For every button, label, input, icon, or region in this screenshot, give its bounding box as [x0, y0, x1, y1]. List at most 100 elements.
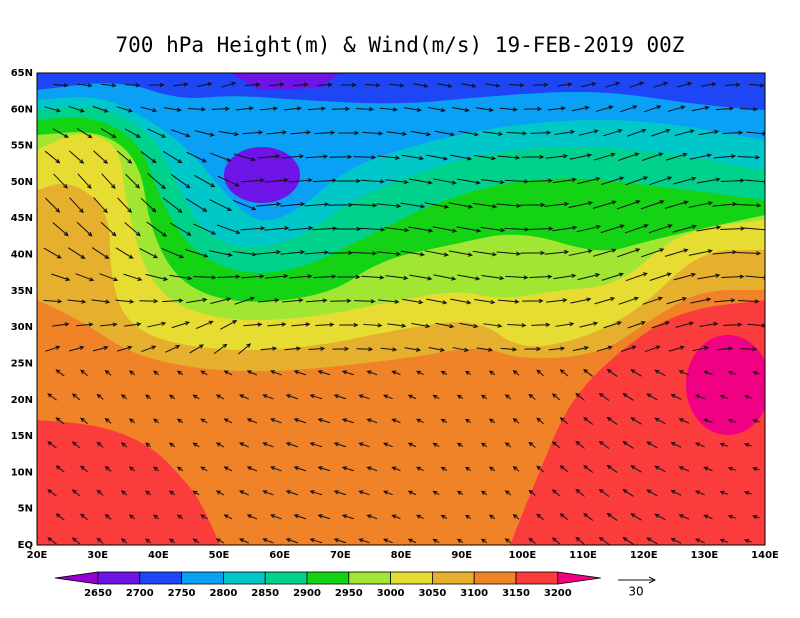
wind-arrow	[308, 346, 326, 351]
wind-arrow	[592, 200, 617, 209]
wind-arrow	[76, 221, 93, 237]
wind-arrow	[744, 394, 752, 400]
wind-arrow	[168, 538, 176, 544]
wind-arrow	[410, 130, 432, 137]
wind-arrow	[678, 418, 690, 424]
wind-arrow	[547, 106, 567, 111]
wind-arrow	[215, 490, 225, 496]
wind-arrow	[725, 82, 741, 88]
wind-arrow	[53, 83, 69, 88]
wind-arrow	[630, 465, 642, 473]
wind-arrow	[75, 273, 95, 282]
wind-arrow	[720, 226, 746, 231]
wind-arrow	[288, 226, 314, 231]
wind-arrow	[752, 466, 760, 472]
lat-label: 55N	[11, 141, 33, 152]
wind-arrow	[408, 178, 433, 185]
wind-arrow	[719, 442, 729, 447]
wind-arrow	[145, 394, 152, 400]
wind-arrow	[737, 155, 761, 160]
wind-arrow	[337, 274, 361, 280]
wind-arrow	[625, 176, 649, 186]
wind-arrow	[312, 178, 337, 183]
title: 700 hPa Height(m) & Wind(m/s) 19-FEB-201…	[116, 33, 685, 57]
wind-arrow	[752, 514, 760, 520]
wind-arrow	[69, 150, 85, 164]
wind-arrow	[548, 346, 566, 351]
wind-arrow	[440, 418, 448, 424]
wind-arrow	[509, 83, 525, 88]
wind-arrow	[124, 222, 141, 237]
wind-arrow	[328, 202, 354, 207]
wind-arrow	[688, 249, 713, 256]
wind-arrow	[77, 173, 92, 190]
wind-arrow	[506, 131, 528, 136]
wind-arrow	[145, 538, 152, 544]
wind-arrow	[719, 490, 729, 495]
wind-arrow	[415, 514, 424, 520]
wind-arrow	[216, 224, 241, 234]
wind-arrow	[257, 154, 281, 159]
wind-arrow	[622, 489, 634, 497]
lon-label: 30E	[87, 550, 108, 561]
wind-arrow	[267, 322, 287, 327]
wind-arrow	[415, 418, 424, 424]
wind-arrow	[223, 466, 233, 472]
wind-arrow	[504, 538, 512, 544]
wind-arrow	[317, 514, 331, 520]
wind-arrow	[52, 222, 69, 237]
wind-arrow	[719, 538, 729, 543]
lat-label: 5N	[18, 504, 33, 515]
lat-label: 10N	[11, 467, 33, 478]
lat-label: 25N	[11, 358, 33, 369]
wind-arrow	[176, 514, 184, 520]
wind-arrow	[499, 107, 519, 112]
wind-arrow	[667, 105, 686, 112]
wind-arrow	[289, 274, 313, 279]
wind-arrow	[474, 298, 496, 305]
wind-arrow	[736, 251, 762, 256]
wind-arrow	[738, 299, 760, 304]
wind-arrow	[424, 250, 449, 257]
wind-arrow	[55, 513, 65, 521]
wind-arrow	[674, 129, 695, 137]
wind-arrow	[583, 416, 593, 425]
wind-arrow	[162, 298, 184, 303]
wind-arrow	[595, 105, 614, 112]
wind-arrow	[488, 418, 496, 424]
wind-arrow	[440, 466, 448, 472]
wind-arrow	[596, 345, 613, 352]
wind-arrow	[644, 345, 661, 353]
wind-arrow	[256, 250, 282, 255]
wind-arrow	[464, 418, 472, 424]
wind-arrow	[739, 107, 759, 112]
wind-arrow	[727, 418, 737, 423]
wind-arrow	[170, 129, 191, 138]
wind-arrow	[432, 178, 457, 185]
wind-arrow	[577, 176, 601, 185]
wind-arrow	[498, 299, 520, 304]
wind-arrow	[602, 128, 623, 137]
wind-arrow	[512, 418, 520, 424]
wind-arrow	[646, 537, 658, 545]
wind-arrow	[146, 221, 167, 237]
wind-arrow	[221, 81, 237, 88]
wind-arrow	[472, 202, 498, 209]
wind-arrow	[456, 538, 464, 544]
wind-arrow	[572, 345, 590, 352]
wind-arrow	[333, 442, 347, 448]
colorbar-segment	[97, 571, 141, 585]
wind-arrow	[694, 538, 705, 544]
wind-arrow	[285, 394, 299, 400]
wind-arrow	[338, 130, 360, 136]
wind-arrow	[125, 173, 140, 189]
wind-arrow	[598, 536, 610, 545]
wind-arrow	[649, 176, 673, 186]
wind-arrow	[259, 106, 279, 111]
wind-arrow	[333, 490, 347, 496]
wind-arrow	[362, 131, 384, 136]
wind-arrow	[551, 537, 561, 545]
wind-arrow	[475, 107, 494, 112]
wind-arrow	[192, 538, 200, 544]
